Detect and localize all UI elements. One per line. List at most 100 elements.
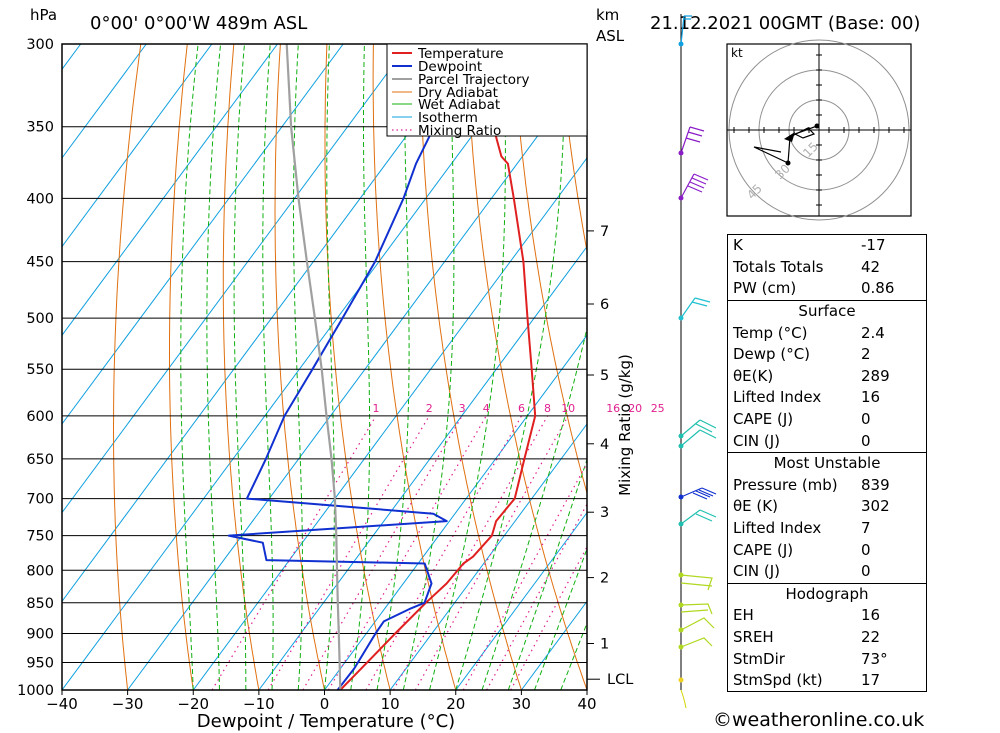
wind-dot	[678, 315, 684, 321]
stmspd-value: 17	[861, 669, 927, 693]
wind-profile	[678, 14, 717, 709]
sreh-label: SREH	[727, 626, 861, 649]
x-tick-label: 20	[446, 695, 465, 713]
wind-dot	[678, 521, 684, 527]
wind-dot	[678, 572, 684, 578]
pressure-tick-label: 350	[26, 120, 54, 136]
series-temperature	[339, 44, 537, 690]
dry-adiabat-line	[169, 44, 194, 690]
wet-adiabat-line	[507, 457, 587, 690]
wet-adiabat-line	[376, 44, 410, 690]
isotherm-line	[258, 245, 587, 690]
mu-pressure-label: Pressure (mb)	[727, 474, 861, 497]
axes: 3003504004505005506006507007508008509009…	[17, 37, 633, 713]
pressure-tick-label: 500	[26, 311, 54, 327]
wind-barb-620	[680, 419, 717, 447]
mixing-ratio-label: 6	[518, 402, 525, 415]
mixing-ratio-line	[327, 415, 487, 690]
wet-adiabat-line	[324, 44, 335, 690]
wet-adiabat-line	[455, 44, 566, 690]
mu-cin-label: CIN (J)	[727, 560, 861, 583]
isotherm-line	[389, 423, 587, 690]
x-tick-label: −20	[177, 695, 209, 713]
x-axis-label: Dewpoint / Temperature (°C)	[197, 711, 455, 732]
km-tick-label: 4	[600, 437, 609, 453]
pressure-tick-label: 850	[26, 596, 54, 612]
wet-adiabat-line	[429, 44, 506, 690]
wind-dot	[678, 602, 684, 608]
surface-li-value: 16	[861, 387, 927, 409]
x-tick-label: −10	[243, 695, 275, 713]
wind-barb-top	[680, 15, 692, 45]
dry-adiabat-line	[324, 44, 391, 690]
stmdir-label: StmDir	[727, 648, 861, 670]
surface-theta-value: 289	[861, 365, 927, 388]
pressure-tick-label: 550	[26, 362, 54, 378]
wind-dot	[678, 195, 684, 201]
surface-cape-label: CAPE (J)	[727, 408, 861, 431]
mu-theta-label: θE (K)	[727, 496, 861, 518]
credit-link[interactable]: ©weatheronline.co.uk	[713, 709, 925, 731]
wind-dot	[678, 627, 684, 633]
mixing-ratio-label: 3	[459, 402, 466, 415]
mu-pressure-value: 839	[861, 474, 927, 497]
pressure-tick-label: 300	[26, 37, 54, 53]
x-tick-label: 0	[320, 695, 330, 713]
km-tick-label: 3	[600, 505, 609, 521]
pressure-tick-label: 700	[26, 492, 54, 508]
legend-dewpoint: Dewpoint	[418, 59, 482, 75]
sreh-value: 22	[861, 626, 927, 649]
wet-adiabat-line	[293, 44, 303, 690]
wind-barb-400	[680, 173, 709, 199]
wet-adiabat-line	[262, 44, 274, 690]
dry-adiabat-line	[932, 44, 1000, 690]
hodograph-title: Hodograph	[727, 582, 927, 606]
hodograph-point	[814, 123, 820, 129]
x-tick-label: −40	[46, 695, 78, 713]
totals-value: 42	[861, 256, 927, 279]
legend-wet-adiabat: Wet Adiabat	[418, 97, 500, 113]
wind-dot	[678, 644, 684, 650]
surface-theta-label: θE(K)	[727, 365, 861, 388]
x-tick-label: 10	[381, 695, 400, 713]
pressure-tick-label: 750	[26, 529, 54, 545]
pressure-tick-label: 600	[26, 409, 54, 425]
mixing-ratio-line	[267, 415, 430, 690]
surface-li-label: Lifted Index	[727, 387, 861, 409]
isotherm-line	[324, 334, 587, 690]
isotherm-line	[62, 44, 147, 159]
wind-dot	[678, 494, 684, 500]
isotherm-line	[62, 44, 541, 690]
wind-barb-700	[680, 487, 717, 500]
mixing-ratio-label: 8	[544, 402, 551, 415]
surface-temp-label: Temp (°C)	[727, 322, 861, 344]
wet-adiabat-line	[534, 547, 587, 690]
surface-title: Surface	[727, 299, 927, 323]
km-tick-label: 1	[600, 637, 609, 653]
dry-adiabat-line	[465, 44, 587, 690]
series-dewpoint	[227, 44, 457, 690]
wind-tail	[680, 689, 687, 709]
storm-motion-marker	[784, 132, 795, 142]
km-tick-label: 7	[600, 224, 609, 240]
surface-cin-value: 0	[861, 430, 927, 453]
legend-isotherm: Isotherm	[418, 110, 478, 126]
isotherm-line	[0, 44, 15, 690]
hodograph-unit: kt	[731, 46, 743, 60]
wind-barb-500	[680, 297, 711, 319]
dry-adiabat-line	[113, 44, 142, 690]
surface-temp-value: 2.4	[861, 322, 927, 344]
legend-dry-adiabat: Dry Adiabat	[418, 85, 498, 101]
mu-cin-value: 0	[861, 560, 927, 583]
km-tick-label: 2	[600, 571, 609, 587]
mixing-ratio-line	[414, 415, 569, 690]
mixing-ratio-label: 1	[373, 402, 380, 415]
legend-parcel: Parcel Trajectory	[418, 72, 530, 88]
stmspd-label: StmSpd (kt)	[727, 669, 861, 693]
wind-dot	[678, 433, 684, 439]
mixing-ratio-line	[302, 415, 463, 690]
datetime-title: 21.12.2021 00GMT (Base: 00)	[650, 13, 920, 34]
dry-adiabat-line	[558, 44, 587, 254]
mixing-ratio-label: 16	[606, 402, 620, 415]
pressure-tick-label: 450	[26, 255, 54, 271]
